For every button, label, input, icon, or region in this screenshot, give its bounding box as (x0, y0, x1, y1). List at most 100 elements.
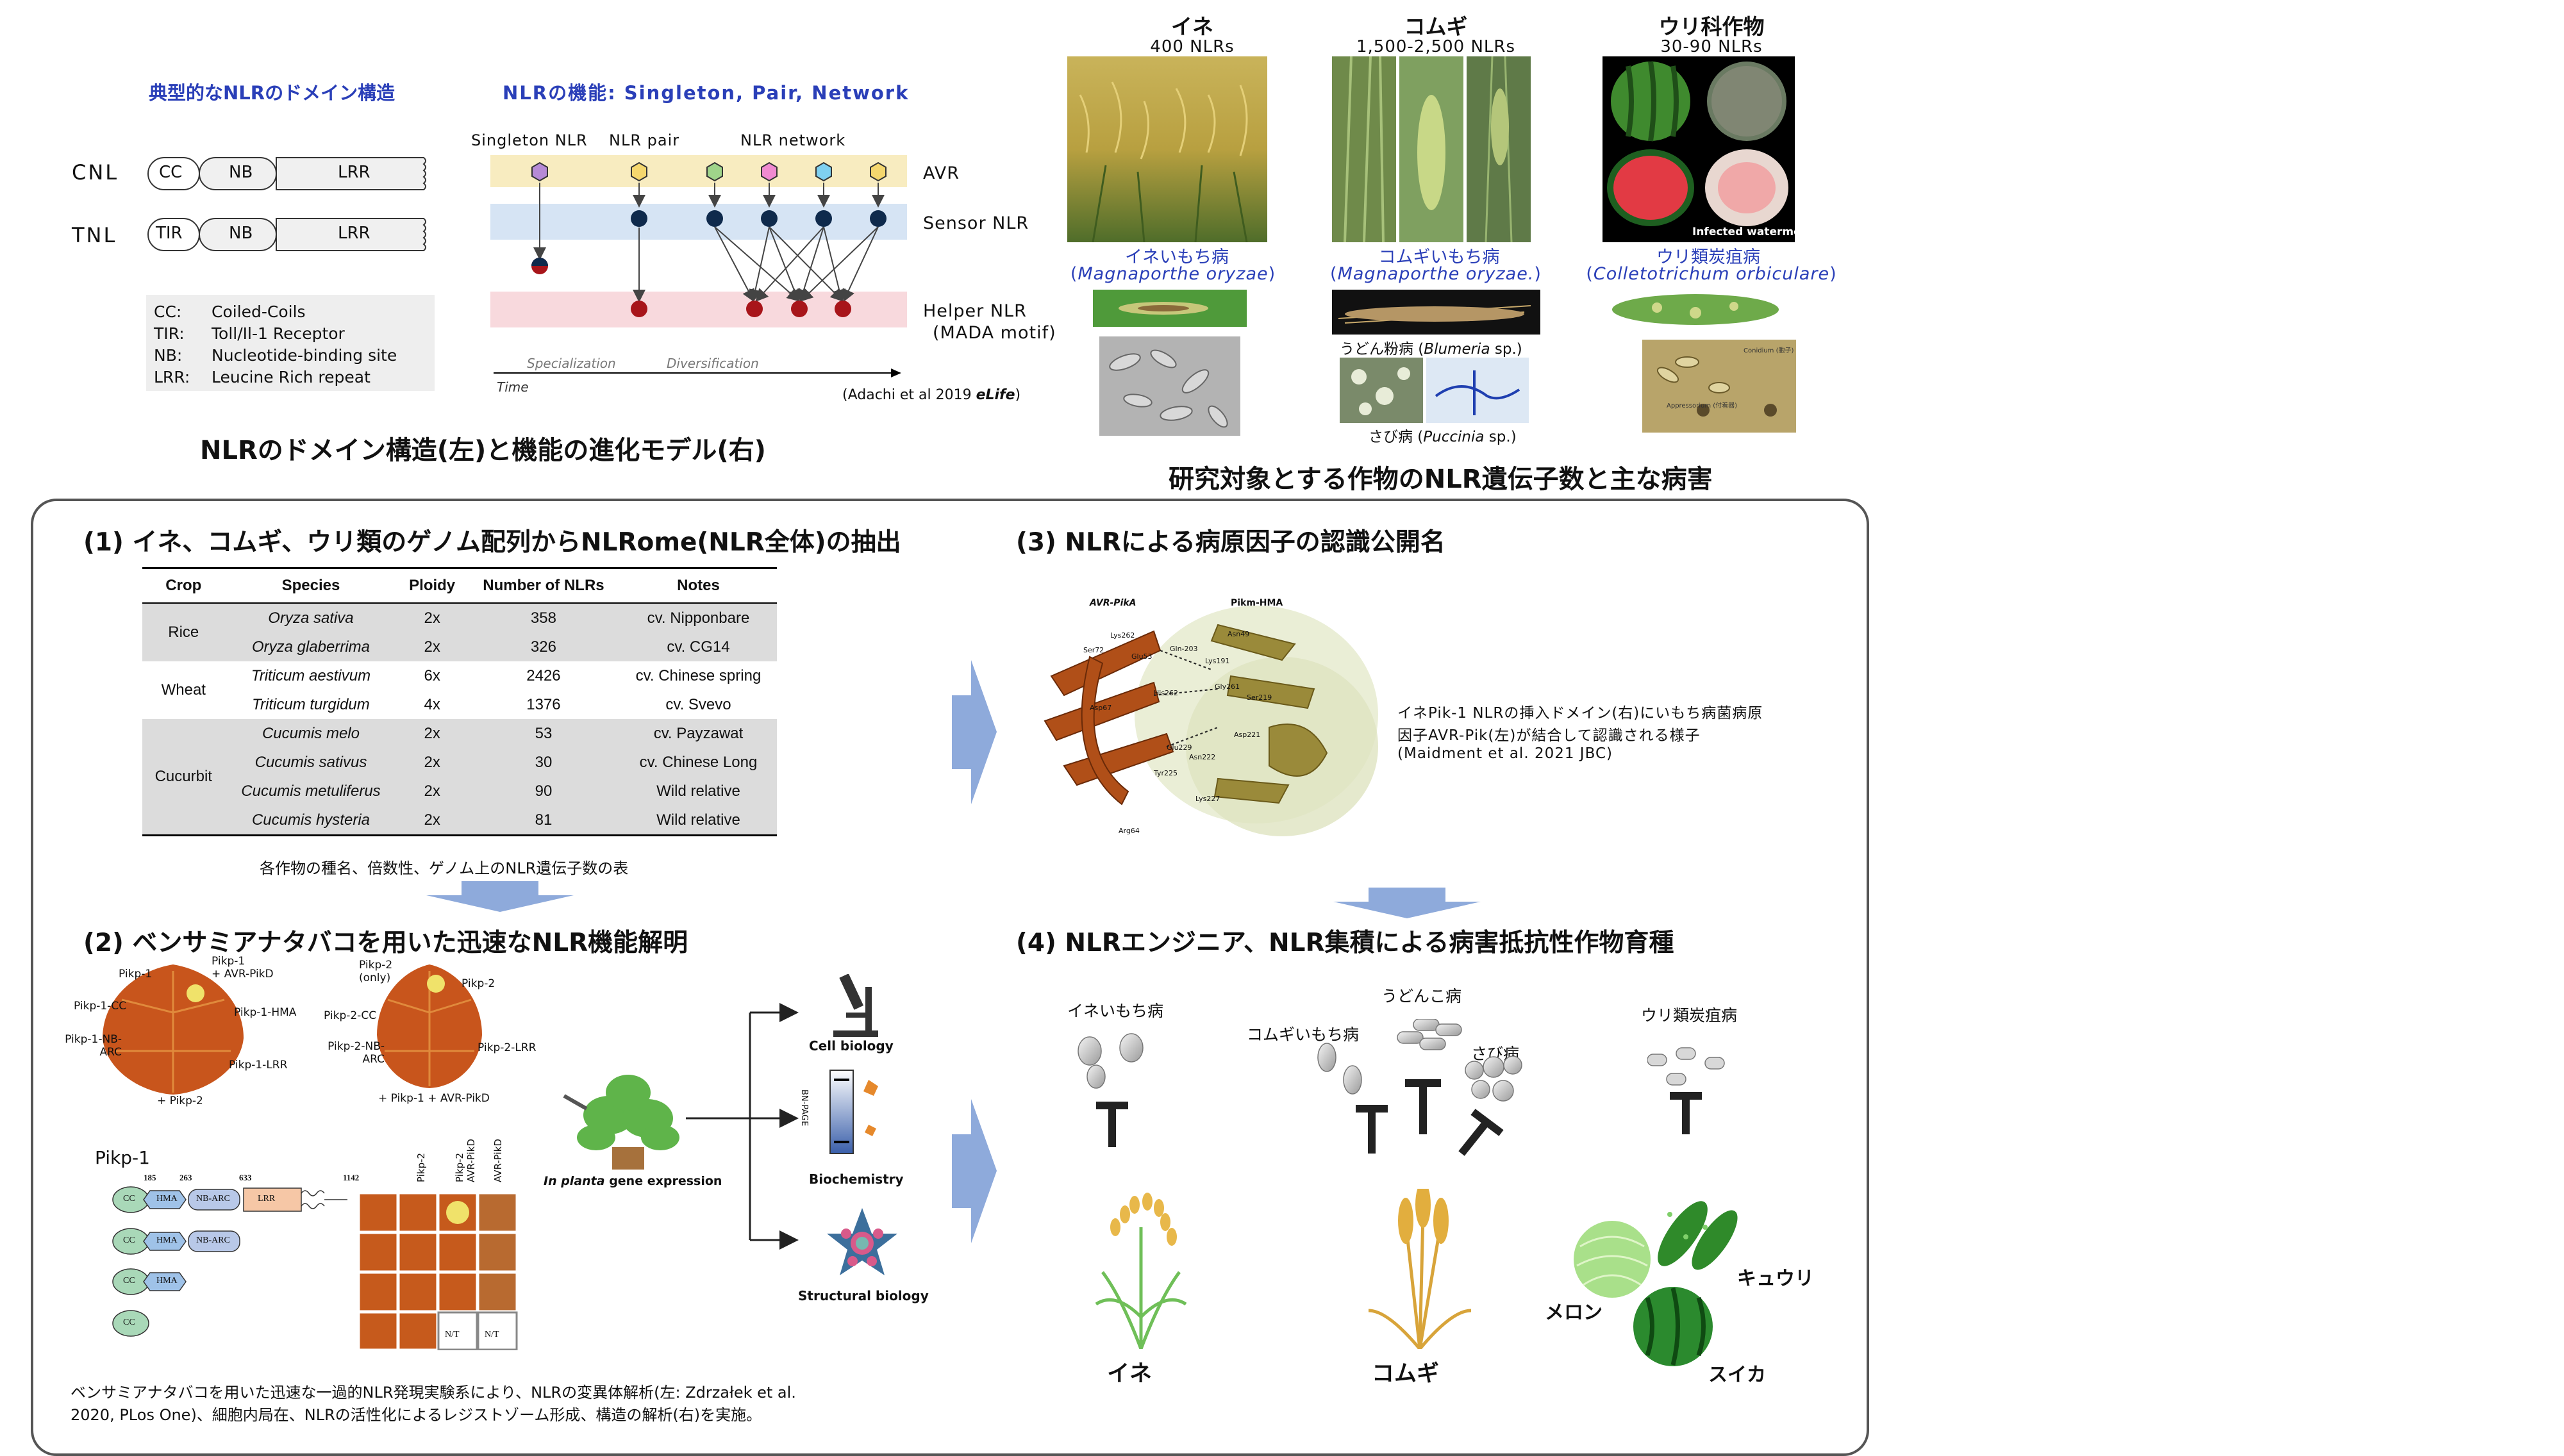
residue-label: Arg64 (1119, 827, 1140, 835)
diversification-label: Diversification (667, 356, 759, 371)
nt-label-1: N/T (445, 1330, 460, 1339)
tnl-nb: NB (229, 224, 253, 243)
anthracnose-leaf-photo (1599, 290, 1792, 329)
legend-texts: Coiled-Coils Toll/Il-1 Receptor Nucleotide… (212, 302, 397, 386)
wheat-plant-illustration (1368, 1189, 1472, 1349)
leaf1-label-avr: Pikp-1 + AVR-PikD (212, 955, 274, 980)
residue-label: Ser219 (1247, 693, 1272, 702)
construct2-hma: HMA (156, 1236, 178, 1245)
helper-label: Helper NLR (923, 301, 1027, 321)
microscope-icon (833, 974, 878, 1037)
nlr-table-wrap: Crop Species Ploidy Number of NLRs Notes… (142, 567, 777, 836)
table-header: Species (224, 567, 397, 604)
right-arrow-1 (952, 660, 997, 804)
watermelon-label: スイカ (1708, 1364, 1766, 1386)
powdery-label: うどんこ病 (1381, 987, 1462, 1005)
residue-label: His262 (1154, 689, 1179, 697)
leaf2-label-cc: Pikp-2-CC (324, 1009, 377, 1022)
powdery-rust-photos (1340, 358, 1529, 423)
rice-field-photo (1067, 56, 1267, 242)
section2-caption-1: ベンサミアナタバコを用いた迅速な一過的NLR発現実験系により、NLRの変異体解析… (71, 1384, 796, 1402)
rice-blast-leaf-photo (1093, 290, 1247, 327)
branch-arrows (686, 1003, 799, 1250)
wheat-field-photos (1332, 56, 1531, 242)
residue-label: Tyr225 (1154, 769, 1178, 777)
table-row: Cucurbit Cucumis melo 2x 53 cv. Payzawat (142, 719, 777, 785)
residue-label: Glu229 (1167, 743, 1192, 752)
domain-legend (146, 295, 435, 391)
residue-label: Lys262 (1110, 631, 1135, 640)
construct-cc: CC (123, 1194, 135, 1204)
cucurbit-pathogen: (Colletotrichum orbiculare) (1586, 264, 1837, 284)
top-right-caption: 研究対象とする作物のNLR遺伝子数と主な病害 (1169, 465, 1713, 494)
leaf1-label-pikp1: Pikp-1 (119, 968, 153, 980)
pikp1-heading: Pikp-1 (95, 1147, 150, 1168)
table-row: Cucumis sativus 2x 30 cv. Chinese Long (142, 748, 777, 777)
pathogen-block-diagram (1078, 1019, 1522, 1156)
watermelon-photos (1602, 56, 1795, 242)
legend-abbrs: CC: TIR: NB: LRR: (154, 302, 190, 386)
leaf1-label-hma: Pikp-1-HMA (234, 1006, 297, 1019)
residue-label: Asn49 (1228, 630, 1250, 638)
construct-nbarc: NB-ARC (196, 1194, 230, 1204)
pos-633: 633 (239, 1173, 252, 1182)
section2-title: (2) ベンサミアナタバコを用いた迅速なNLR機能解明 (83, 929, 688, 957)
wheat-blast-head-photo (1332, 290, 1540, 335)
pos-1142: 1142 (343, 1173, 360, 1182)
leaf-assay-1 (103, 964, 244, 1095)
leaf2-label-nbarc: Pikp-2-NB-ARC (328, 1040, 385, 1066)
leaf1-label-nbarc: Pikp-1-NB-ARC (65, 1033, 122, 1059)
cnl-cc: CC (159, 163, 183, 182)
rust-label: さび病 (Puccinia sp.) (1369, 429, 1517, 445)
time-label: Time (497, 379, 529, 395)
domain-diagrams (147, 157, 426, 251)
anthracnose-block-diagram (1647, 1047, 1725, 1134)
down-arrow-1 (426, 881, 574, 912)
residue-label: Asn222 (1189, 753, 1216, 761)
conidium-label: Conidium (胞子) (1744, 347, 1794, 354)
melon-label: メロン (1545, 1302, 1602, 1324)
construct-hma: HMA (156, 1194, 178, 1204)
anthracnose-spores-photo (1642, 340, 1796, 433)
cnl-lrr: LRR (338, 163, 370, 182)
top-left-caption: NLRのドメイン構造(左)と機能の進化モデル(右) (200, 436, 766, 465)
nicotiana-plant-icon (563, 1075, 679, 1170)
table-row: Rice Oryza sativa 2x 358 cv. Nipponbare (142, 603, 777, 641)
sensor-band (490, 204, 907, 240)
leaf1-label-lrr: Pikp-1-LRR (229, 1059, 288, 1071)
time-axis (494, 368, 901, 377)
construct4-cc: CC (123, 1318, 135, 1327)
cucurbit-illustration (1574, 1201, 1738, 1366)
residue-label: Asp67 (1090, 704, 1112, 712)
table-row: Triticum turgidum 4x 1376 cv. Svevo (252, 695, 731, 713)
rice-blast-label: イネいもち病 (1067, 1002, 1164, 1020)
wheat-disease: コムギいもち病 (1378, 247, 1500, 267)
pikm-hma-label: Pikm-HMA (1231, 598, 1283, 608)
pos-185: 185 (144, 1173, 156, 1182)
leaf1-label-pikp2: + Pikp-2 (157, 1095, 203, 1107)
construct-lrr: LRR (258, 1194, 276, 1204)
construct2-cc: CC (123, 1236, 135, 1245)
network-label: NLR network (740, 131, 846, 149)
wheat-label: コムギ (1372, 1361, 1440, 1387)
col-label-avr: AVR-PikD (492, 1139, 504, 1182)
avr-label: AVR (923, 163, 960, 183)
rice-plant-illustration (1095, 1193, 1187, 1349)
leaf1-label-cc: Pikp-1-CC (74, 1000, 127, 1013)
tnl-label: TNL (72, 223, 117, 247)
table-row: Oryza glaberrima 2x 326 cv. CG14 (142, 633, 777, 661)
cnl-nb: NB (229, 163, 253, 182)
pair-label: NLR pair (609, 131, 680, 149)
residue-label: Lys191 (1205, 657, 1230, 665)
nt-label-2: N/T (485, 1330, 499, 1339)
anthracnose-label: ウリ類炭疽病 (1641, 1006, 1738, 1025)
construct3-cc: CC (123, 1276, 135, 1286)
table-header: Number of NLRs (467, 567, 620, 604)
leaf2-label-lrr: Pikp-2-LRR (478, 1041, 537, 1054)
rice-label: イネ (1107, 1361, 1153, 1387)
bn-page-gel-icon (829, 1070, 878, 1154)
residue-label: Glu53 (1131, 652, 1153, 661)
citation: (Adachi et al 2019 eLife) (842, 387, 1021, 403)
in-planta-label: In planta gene expression (544, 1174, 722, 1188)
section1-title: (1) イネ、コムギ、ウリ類のゲノム配列からNLRome(NLR全体)の抽出 (83, 528, 901, 557)
